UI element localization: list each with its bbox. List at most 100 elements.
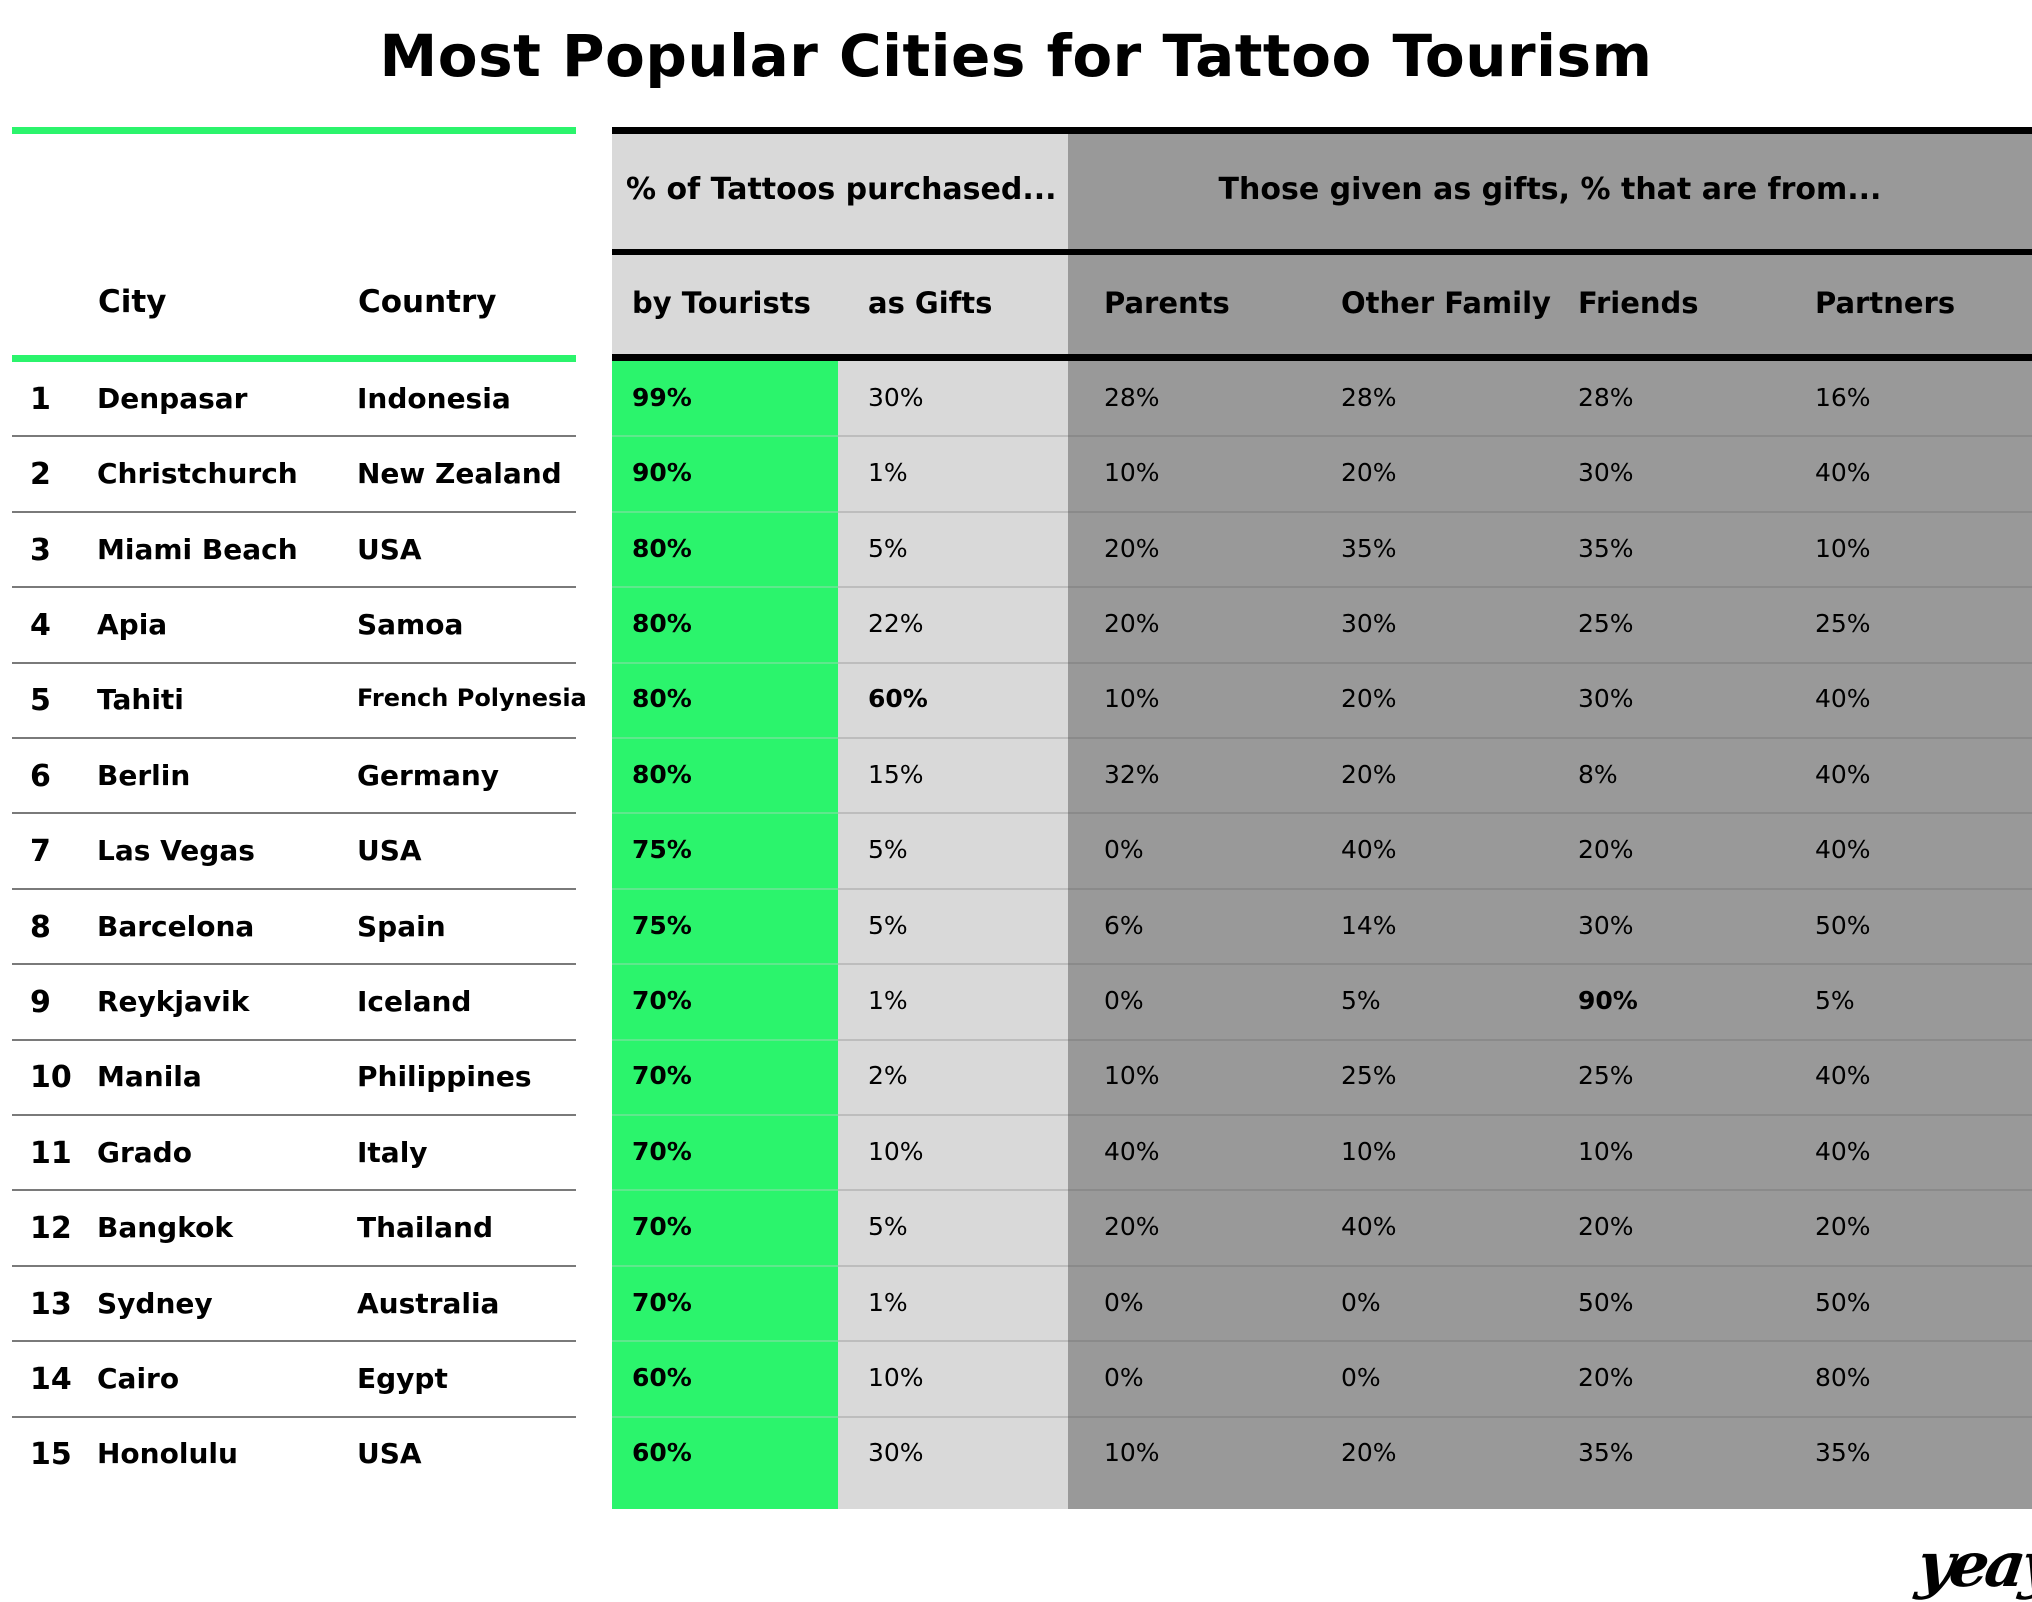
band-row-separator: [612, 661, 838, 664]
band-row-separator: [1068, 1264, 2032, 1267]
friends-percent-cell: 30%: [1578, 684, 1634, 714]
city-cell: Grado: [97, 1135, 192, 1169]
gifts-percent-cell: 10%: [868, 1136, 924, 1166]
header-bottom-rule: [12, 355, 576, 362]
band-row-separator: [838, 1189, 1068, 1192]
purchased-group-header: % of Tattoos purchased...: [626, 172, 1057, 207]
parents-percent-cell: 0%: [1104, 985, 1144, 1015]
parents-percent-cell: 0%: [1104, 835, 1144, 865]
band-row-separator: [612, 586, 838, 589]
rank-cell: 7: [30, 834, 51, 870]
other-family-percent-cell: 5%: [1341, 985, 1381, 1015]
friends-percent-cell: 25%: [1578, 608, 1634, 638]
partners-percent-cell: 50%: [1815, 1287, 1871, 1317]
country-cell: USA: [357, 1437, 422, 1471]
row-separator: [12, 1189, 576, 1192]
other-family-percent-cell: 20%: [1341, 458, 1397, 488]
row-separator: [12, 1340, 576, 1343]
gifts-column-band: [838, 359, 1068, 1509]
header-middle-black-rule: [612, 249, 2032, 255]
gifts-header-band: [1068, 131, 2032, 359]
city-cell: Denpasar: [97, 381, 248, 415]
partners-percent-cell: 25%: [1815, 608, 1871, 638]
friends-percent-cell: 30%: [1578, 910, 1634, 940]
other-family-percent-cell: 0%: [1341, 1287, 1381, 1317]
city-cell: Cairo: [97, 1361, 180, 1395]
city-cell: Berlin: [97, 758, 191, 792]
as-gifts-column-header: as Gifts: [868, 286, 993, 320]
rank-cell: 15: [30, 1437, 72, 1473]
friends-percent-cell: 90%: [1578, 985, 1638, 1015]
other-family-percent-cell: 30%: [1341, 608, 1397, 638]
friends-percent-cell: 8%: [1578, 759, 1618, 789]
friends-percent-cell: 35%: [1578, 1438, 1634, 1468]
partners-percent-cell: 40%: [1815, 1061, 1871, 1091]
gifts-percent-cell: 22%: [868, 608, 924, 638]
city-cell: Reykjavik: [97, 984, 250, 1018]
band-row-separator: [612, 1038, 838, 1041]
other-family-percent-cell: 25%: [1341, 1061, 1397, 1091]
band-row-separator: [612, 887, 838, 890]
band-row-separator: [612, 737, 838, 739]
tourists-percent-cell: 80%: [632, 533, 692, 563]
row-separator: [12, 737, 576, 739]
band-row-separator: [838, 435, 1068, 438]
partners-percent-cell: 50%: [1815, 910, 1871, 940]
city-cell: Manila: [97, 1060, 202, 1094]
gifts-percent-cell: 5%: [868, 533, 908, 563]
partners-percent-cell: 40%: [1815, 458, 1871, 488]
tourists-column-band: [612, 359, 838, 1509]
row-separator: [12, 661, 576, 664]
partners-percent-cell: 40%: [1815, 759, 1871, 789]
band-row-separator: [838, 1264, 1068, 1267]
band-row-separator: [1068, 737, 2032, 739]
city-cell: Bangkok: [97, 1211, 233, 1245]
other-family-percent-cell: 20%: [1341, 684, 1397, 714]
band-row-separator: [838, 661, 1068, 664]
tourists-percent-cell: 70%: [632, 985, 692, 1015]
gifts-percent-cell: 5%: [868, 1212, 908, 1242]
city-cell: Barcelona: [97, 909, 255, 943]
band-row-separator: [838, 1038, 1068, 1041]
band-row-separator: [1068, 963, 2032, 966]
gifts-percent-cell: 5%: [868, 910, 908, 940]
partners-percent-cell: 80%: [1815, 1362, 1871, 1392]
band-row-separator: [1068, 1415, 2032, 1418]
other-family-percent-cell: 20%: [1341, 1438, 1397, 1468]
gifts-percent-cell: 60%: [868, 684, 928, 714]
city-cell: Las Vegas: [97, 834, 255, 868]
partners-percent-cell: 40%: [1815, 1136, 1871, 1166]
country-cell: Spain: [357, 909, 446, 943]
parents-percent-cell: 10%: [1104, 684, 1160, 714]
parents-percent-cell: 10%: [1104, 1438, 1160, 1468]
tourists-percent-cell: 80%: [632, 759, 692, 789]
tourists-percent-cell: 70%: [632, 1287, 692, 1317]
tourists-percent-cell: 90%: [632, 458, 692, 488]
parents-percent-cell: 0%: [1104, 1362, 1144, 1392]
row-separator: [12, 510, 576, 513]
rank-cell: 1: [30, 381, 51, 417]
country-cell: USA: [357, 532, 422, 566]
other-family-percent-cell: 14%: [1341, 910, 1397, 940]
country-column-header: Country: [358, 284, 497, 320]
parents-percent-cell: 28%: [1104, 382, 1160, 412]
friends-percent-cell: 20%: [1578, 1362, 1634, 1392]
city-cell: Tahiti: [97, 683, 184, 717]
gifts-percent-cell: 30%: [868, 382, 924, 412]
friends-percent-cell: 20%: [1578, 835, 1634, 865]
other-family-column-header: Other Family: [1341, 286, 1551, 320]
band-row-separator: [1068, 435, 2032, 438]
partners-percent-cell: 35%: [1815, 1438, 1871, 1468]
rank-cell: 5: [30, 683, 51, 719]
partners-column-header: Partners: [1815, 286, 1956, 320]
parents-percent-cell: 20%: [1104, 1212, 1160, 1242]
rank-cell: 10: [30, 1060, 72, 1096]
band-row-separator: [838, 586, 1068, 589]
band-row-separator: [1068, 586, 2032, 589]
friends-percent-cell: 35%: [1578, 533, 1634, 563]
by-tourists-column-header: by Tourists: [632, 286, 811, 320]
country-cell: Iceland: [357, 984, 472, 1018]
band-row-separator: [1068, 887, 2032, 890]
other-family-percent-cell: 28%: [1341, 382, 1397, 412]
gift-sources-band: [1068, 359, 2032, 1509]
